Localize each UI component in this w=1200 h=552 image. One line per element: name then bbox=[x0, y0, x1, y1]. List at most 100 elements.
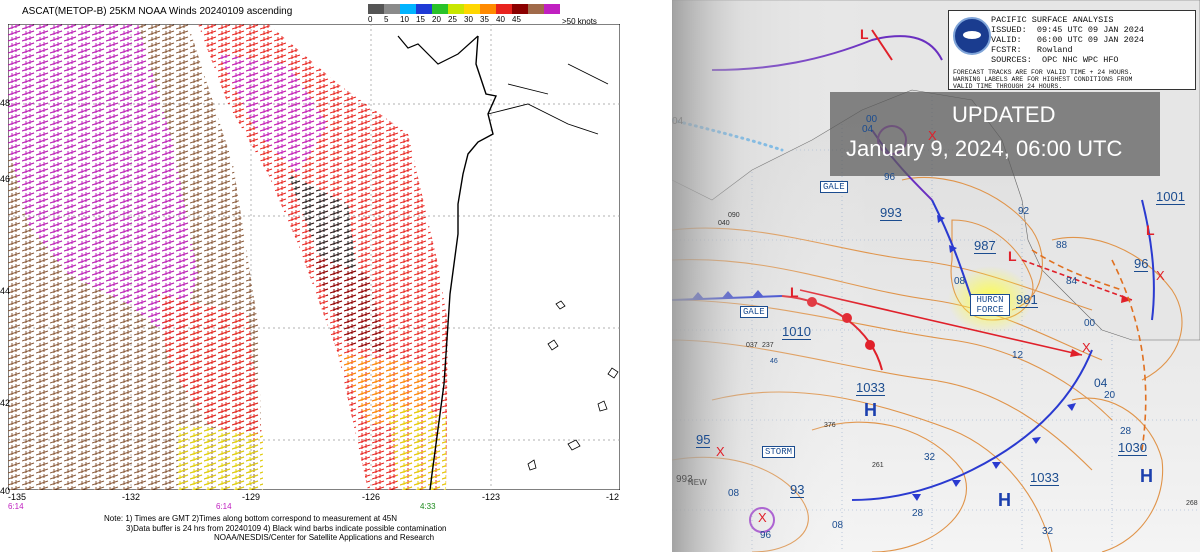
obs-037: 037 bbox=[746, 342, 758, 349]
west-swath-red bbox=[158, 294, 263, 444]
track-arrowheads bbox=[1070, 295, 1132, 357]
pressure-1033-east: 1033 bbox=[1030, 470, 1059, 486]
troughs bbox=[1031, 249, 1147, 451]
low-pressure-center-3: L bbox=[1008, 248, 1017, 264]
legend-swatches bbox=[368, 4, 560, 14]
updated-datetime: January 9, 2024, 06:00 UTC bbox=[846, 136, 1123, 161]
isobar-label-12: 12 bbox=[1012, 350, 1024, 361]
pressure-987: 987 bbox=[974, 238, 996, 254]
legend-swatch bbox=[368, 4, 384, 14]
legend-tick: 25 bbox=[448, 15, 457, 24]
edge-shading bbox=[672, 0, 872, 552]
east-swath-orange bbox=[338, 354, 433, 424]
legend-tick: 5 bbox=[384, 15, 389, 24]
note-line-1: Note: 1) Times are GMT 2)Times along bot… bbox=[104, 514, 398, 523]
legend-swatch bbox=[448, 4, 464, 14]
east-swath-magenta bbox=[218, 54, 328, 174]
isobar-label-32a: 32 bbox=[924, 452, 936, 463]
isobar-label-08a: 08 bbox=[954, 276, 966, 287]
pressure-993: 993 bbox=[880, 205, 902, 221]
legend-swatch bbox=[496, 4, 512, 14]
low-cross-5: X bbox=[758, 510, 767, 525]
info-note-1: FORECAST TRACKS ARE FOR VALID TIME + 24 … bbox=[953, 69, 1133, 76]
note-line-3: NOAA/NESDIS/Center for Satellite Applica… bbox=[214, 533, 435, 542]
storm-warning: STORM bbox=[762, 446, 796, 458]
surface-map bbox=[672, 0, 1200, 552]
surface-analysis-panel: PACIFIC SURFACE ANALYSIS ISSUED: 09:45 U… bbox=[672, 0, 1200, 552]
note-line-2: 3)Data buffer is 24 hrs from 20240109 4)… bbox=[126, 523, 447, 533]
pressure-1010: 1010 bbox=[782, 324, 811, 340]
updated-banner: UPDATED January 9, 2024, 06:00 UTC bbox=[830, 92, 1160, 176]
time-label-east: 4:33 bbox=[420, 502, 436, 511]
isobar-label-88: 88 bbox=[1056, 240, 1068, 251]
obs-376: 376 bbox=[824, 422, 836, 429]
isobar-label-28a: 28 bbox=[1120, 426, 1132, 437]
isobar-label-96a: 96 bbox=[884, 172, 896, 183]
updated-label: UPDATED bbox=[952, 102, 1056, 127]
legend-swatch bbox=[384, 4, 400, 14]
obs-090: 090 bbox=[728, 212, 740, 219]
legend-tick: 35 bbox=[480, 15, 489, 24]
west-swath-magenta bbox=[8, 24, 198, 344]
ascat-map bbox=[8, 24, 620, 490]
high-pressure-center-2: H bbox=[998, 490, 1011, 510]
inland-lines bbox=[487, 63, 609, 135]
high-pressure-center-3: H bbox=[1140, 466, 1153, 486]
legend-tick: 10 bbox=[400, 15, 409, 24]
hurricane-force-warning: HURCN FORCE bbox=[970, 294, 1010, 316]
pressure-993-sw: 993 bbox=[676, 474, 693, 485]
low-pressure-center-2: L bbox=[790, 284, 799, 300]
low-pressure-center-1: L bbox=[860, 26, 869, 42]
legend-tick: 40 bbox=[496, 15, 505, 24]
isobar-label-96b: 96 bbox=[760, 530, 772, 541]
y-tick-44: 44 bbox=[0, 286, 11, 296]
island-coast bbox=[397, 35, 479, 65]
pressure-1001: 1001 bbox=[1156, 189, 1185, 205]
legend-unit: >50 knots bbox=[562, 17, 597, 26]
east-swath-yellow bbox=[388, 404, 446, 490]
obs-261: 261 bbox=[872, 462, 884, 469]
y-tick-40: 40 bbox=[0, 486, 11, 496]
isobar-label-20: 20 bbox=[1104, 390, 1116, 401]
lakes bbox=[527, 300, 619, 471]
legend-swatch bbox=[432, 4, 448, 14]
gale-warning-west: GALE bbox=[740, 306, 768, 318]
isobar-label-04b: 04 bbox=[1094, 376, 1108, 390]
low-cross-2: X bbox=[928, 128, 937, 143]
pressure-93: 93 bbox=[790, 482, 805, 498]
legend-swatch bbox=[400, 4, 416, 14]
west-swath-yellow bbox=[178, 424, 263, 490]
x-tick-123: -123 bbox=[482, 492, 501, 502]
legend-swatch bbox=[480, 4, 496, 14]
ascat-title: ASCAT(METOP-B) 25KM NOAA Winds 20240109 … bbox=[22, 6, 293, 17]
gale-warning-north: GALE bbox=[820, 181, 848, 193]
x-tick-129: -129 bbox=[242, 492, 261, 502]
obs-268: 268 bbox=[1186, 500, 1198, 507]
info-sources: SOURCES: OPC NHC WPC HFO bbox=[991, 55, 1119, 65]
legend-swatch bbox=[544, 4, 560, 14]
obs-237: 237 bbox=[762, 342, 774, 349]
low-cross-4: X bbox=[1082, 340, 1091, 355]
low-pressure-center-4: L bbox=[1146, 222, 1155, 238]
low-cross-1: X bbox=[716, 444, 725, 459]
pressure-96: 96 bbox=[1134, 256, 1149, 272]
legend-swatch bbox=[512, 4, 528, 14]
legend-swatch bbox=[416, 4, 432, 14]
obs-46: 46 bbox=[770, 358, 778, 365]
x-tick-126: -126 bbox=[362, 492, 381, 502]
isobar-label-92: 92 bbox=[1018, 206, 1030, 217]
pressure-981: 981 bbox=[1016, 292, 1038, 308]
info-title: PACIFIC SURFACE ANALYSIS bbox=[991, 15, 1114, 25]
legend-tick: 20 bbox=[432, 15, 441, 24]
info-note-2: WARNING LABELS ARE FOR HIGHEST CONDITION… bbox=[953, 76, 1133, 83]
coastline bbox=[429, 35, 497, 490]
isobar-label-04a: 04 bbox=[862, 124, 874, 135]
isobar-label-08c: 08 bbox=[832, 520, 844, 531]
legend-swatch bbox=[528, 4, 544, 14]
isobar-label-04c: 04 bbox=[672, 116, 684, 127]
x-tick-132: -132 bbox=[122, 492, 141, 502]
isobar-label-08b: 08 bbox=[728, 488, 740, 499]
x-tick-135: -135 bbox=[8, 492, 27, 502]
y-tick-48: 48 bbox=[0, 98, 11, 108]
time-label-west: 6:14 bbox=[8, 502, 24, 511]
